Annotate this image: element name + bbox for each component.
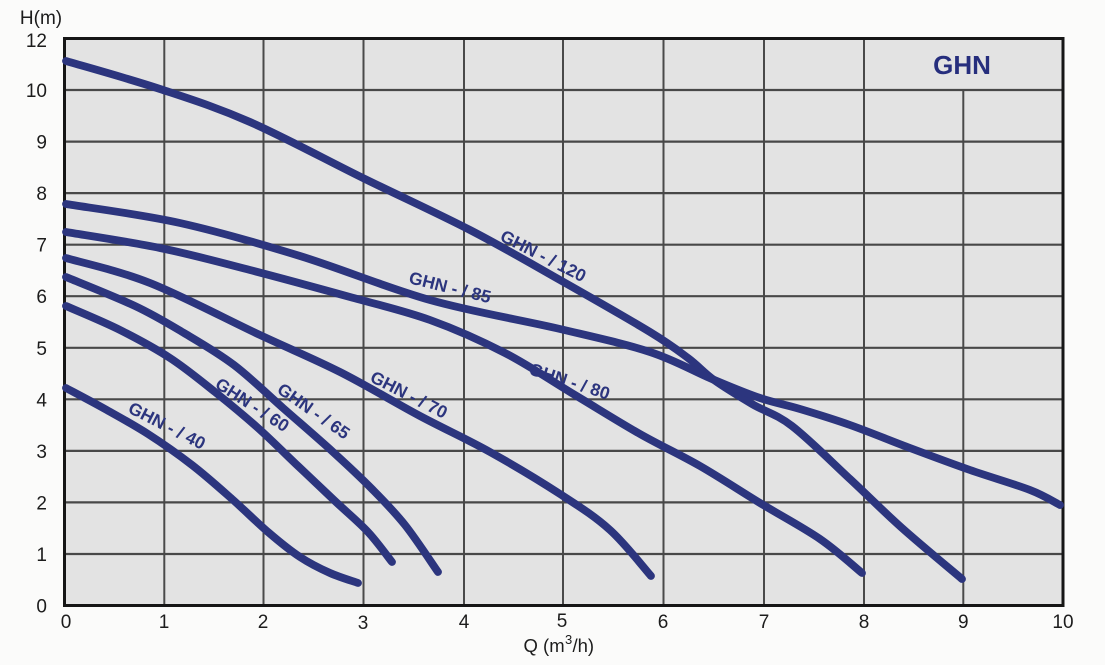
svg-text:2: 2 (36, 493, 47, 514)
svg-text:/h): /h) (573, 635, 595, 656)
svg-text:GHN: GHN (933, 50, 991, 80)
svg-text:9: 9 (958, 612, 969, 633)
svg-text:5: 5 (36, 339, 47, 360)
svg-text:3: 3 (36, 442, 47, 463)
svg-text:4: 4 (36, 390, 47, 411)
svg-text:10: 10 (1052, 612, 1073, 633)
svg-text:0: 0 (36, 597, 47, 618)
svg-text:3: 3 (358, 613, 369, 634)
svg-text:4: 4 (459, 612, 470, 633)
svg-text:7: 7 (36, 236, 47, 257)
svg-text:1: 1 (159, 612, 170, 633)
svg-text:3: 3 (565, 632, 572, 647)
svg-text:6: 6 (658, 612, 669, 633)
svg-text:5: 5 (557, 611, 568, 632)
svg-text:9: 9 (36, 133, 47, 154)
svg-text:12: 12 (26, 31, 47, 52)
svg-text:2: 2 (258, 612, 269, 633)
svg-text:Q (m: Q (m (524, 635, 565, 656)
svg-text:1: 1 (36, 545, 47, 566)
svg-text:7: 7 (759, 612, 770, 633)
svg-text:10: 10 (26, 81, 47, 102)
svg-text:H(m): H(m) (20, 8, 62, 29)
svg-text:0: 0 (61, 612, 72, 633)
svg-text:8: 8 (859, 612, 870, 633)
svg-text:6: 6 (36, 287, 47, 308)
svg-text:8: 8 (36, 184, 47, 205)
